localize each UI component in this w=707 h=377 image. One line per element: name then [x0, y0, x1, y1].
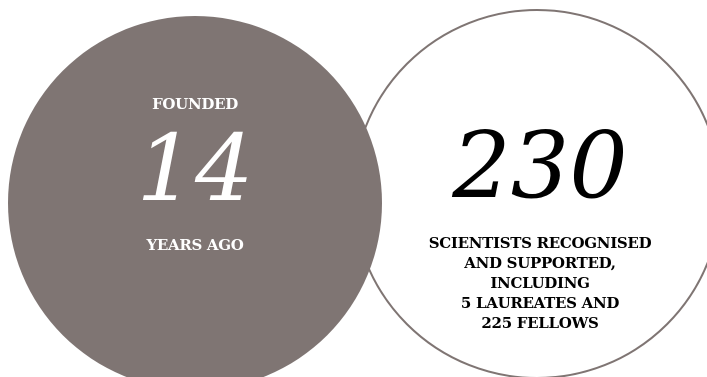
description-line-2: AND SUPPORTED, — [464, 254, 616, 272]
description-line-4: 5 LAUREATES AND — [460, 294, 620, 312]
scientists-description: SCIENTISTS RECOGNISED AND SUPPORTED, INC… — [380, 233, 700, 333]
description-line-1: SCIENTISTS RECOGNISED — [428, 234, 652, 252]
scientists-number: 230 — [452, 112, 628, 219]
filled-circle — [8, 16, 382, 377]
description-line-3: INCLUDING — [490, 274, 590, 292]
years-ago-label: YEARS AGO — [146, 236, 244, 254]
description-line-5: 225 FELLOWS — [481, 314, 599, 332]
outlined-circle — [352, 9, 707, 377]
years-number: 14 — [136, 115, 254, 222]
founded-label: FOUNDED — [152, 95, 238, 113]
